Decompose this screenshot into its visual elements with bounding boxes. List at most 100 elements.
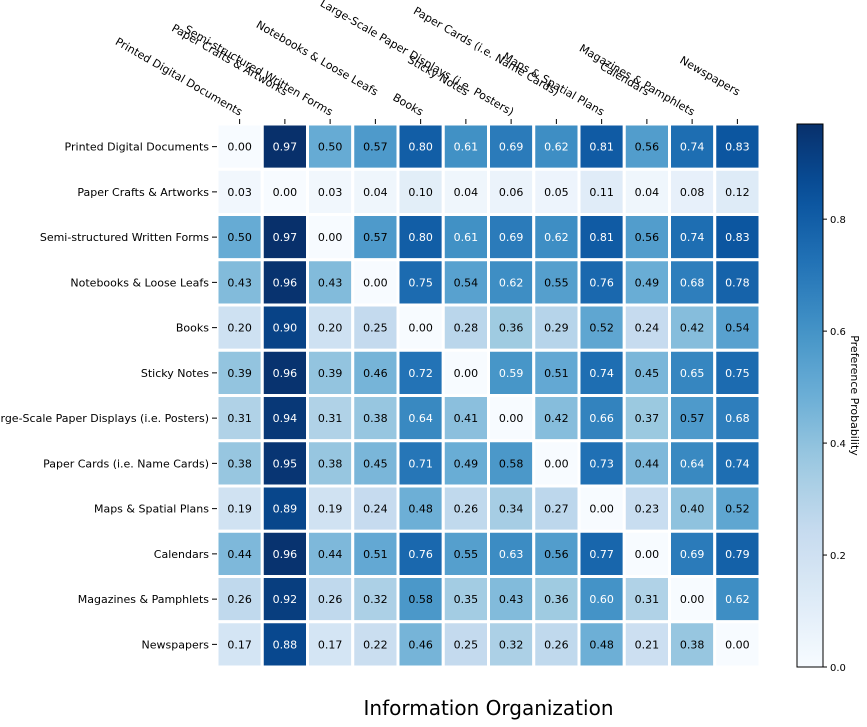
cell-value-label: 0.69 <box>499 141 524 154</box>
cell-value-label: 0.29 <box>544 322 569 335</box>
heatmap-cell <box>668 167 717 216</box>
row-label: Paper Crafts & Artworks <box>77 186 209 199</box>
cell-value-label: 0.61 <box>454 141 479 154</box>
heatmap-cell <box>441 303 490 352</box>
cell-value-label: 0.24 <box>635 322 660 335</box>
heatmap-cell <box>396 167 445 216</box>
cell-value-label: 0.04 <box>635 186 660 199</box>
cell-value-label: 0.36 <box>544 593 569 606</box>
cell-value-label: 0.21 <box>635 638 660 651</box>
row-label: Printed Digital Documents <box>65 141 210 154</box>
colorbar-tick-label: 0.8 <box>830 215 846 226</box>
heatmap-cell <box>713 258 762 307</box>
cell-value-label: 0.00 <box>408 322 433 335</box>
cell-value-label: 0.80 <box>408 231 433 244</box>
cell-value-label: 0.54 <box>725 322 750 335</box>
cell-value-label: 0.38 <box>227 457 252 470</box>
heatmap-cell <box>487 167 536 216</box>
colorbar-tick-label: 0.4 <box>830 439 846 450</box>
heatmap-cell <box>532 167 581 216</box>
cell-value-label: 0.79 <box>725 548 750 561</box>
cell-value-label: 0.37 <box>635 412 660 425</box>
cell-value-label: 0.35 <box>454 593 479 606</box>
cell-value-label: 0.66 <box>589 412 614 425</box>
colorbar: 0.0 0.2 0.4 0.6 0.8 Preference Probability <box>796 123 861 674</box>
heatmap-cell <box>351 439 400 488</box>
heatmap-cell <box>713 439 762 488</box>
cell-value-label: 0.26 <box>318 593 343 606</box>
heatmap-cell <box>441 348 490 397</box>
colorbar-label: Preference Probability <box>848 335 861 456</box>
heatmap-cell <box>713 620 762 669</box>
cell-value-label: 0.58 <box>408 593 433 606</box>
row-label: Sticky Notes <box>141 367 209 380</box>
heatmap-cell <box>713 529 762 578</box>
cell-value-label: 0.00 <box>318 231 343 244</box>
cell-value-label: 0.00 <box>635 548 660 561</box>
colorbar-tick-label: 0.2 <box>830 551 846 562</box>
heatmap-cell <box>260 484 309 533</box>
cell-value-label: 0.74 <box>680 141 705 154</box>
cell-value-label: 0.00 <box>589 503 614 516</box>
cell-value-label: 0.46 <box>408 638 433 651</box>
cell-value-label: 0.19 <box>318 503 343 516</box>
cell-value-label: 0.40 <box>680 503 705 516</box>
cell-value-label: 0.96 <box>273 276 298 289</box>
chart-title: Information Organization <box>363 696 614 720</box>
heatmap-cell <box>668 575 717 624</box>
heatmap-cell <box>622 394 671 443</box>
cell-value-label: 0.20 <box>318 322 343 335</box>
cell-value-label: 0.44 <box>635 457 660 470</box>
heatmap-cell <box>532 484 581 533</box>
cell-value-label: 0.00 <box>499 412 524 425</box>
heatmap-cell <box>260 575 309 624</box>
cell-value-label: 0.68 <box>680 276 705 289</box>
heatmap-cell <box>260 620 309 669</box>
heatmap-cell <box>351 348 400 397</box>
heatmap-cell <box>668 303 717 352</box>
cell-value-label: 0.77 <box>589 548 614 561</box>
cell-value-label: 0.19 <box>227 503 252 516</box>
cell-value-label: 0.39 <box>318 367 343 380</box>
cell-value-label: 0.06 <box>499 186 524 199</box>
cell-value-label: 0.12 <box>725 186 750 199</box>
heatmap-cell <box>713 167 762 216</box>
cell-value-label: 0.57 <box>363 141 388 154</box>
cell-value-label: 0.83 <box>725 141 750 154</box>
cell-value-label: 0.45 <box>635 367 660 380</box>
row-label: Calendars <box>154 548 209 561</box>
cell-value-label: 0.43 <box>318 276 343 289</box>
heatmap-cell <box>487 529 536 578</box>
cell-value-label: 0.78 <box>725 276 750 289</box>
heatmap-cell <box>532 122 581 171</box>
cell-value-label: 0.08 <box>680 186 705 199</box>
cell-value-label: 0.62 <box>499 276 524 289</box>
cell-value-label: 0.43 <box>227 276 252 289</box>
heatmap-cell <box>487 484 536 533</box>
row-label: Semi-structured Written Forms <box>40 231 209 244</box>
cell-value-label: 0.51 <box>363 548 388 561</box>
cell-value-label: 0.56 <box>635 231 660 244</box>
cell-value-label: 0.32 <box>499 638 524 651</box>
cell-value-label: 0.49 <box>635 276 660 289</box>
heatmap-cell <box>713 213 762 262</box>
cell-value-label: 0.56 <box>544 548 569 561</box>
cell-value-label: 0.44 <box>227 548 252 561</box>
heatmap-cell <box>577 394 626 443</box>
cell-value-label: 0.38 <box>318 457 343 470</box>
heatmap-cell <box>396 620 445 669</box>
heatmap-cell <box>532 529 581 578</box>
heatmap-cell <box>532 348 581 397</box>
heatmap-cell <box>713 348 762 397</box>
cell-value-label: 0.26 <box>227 593 252 606</box>
cell-value-label: 0.31 <box>227 412 252 425</box>
cell-value-label: 0.96 <box>273 548 298 561</box>
colorbar-tick-label: 0.6 <box>830 327 846 338</box>
cell-value-label: 0.57 <box>363 231 388 244</box>
cell-value-label: 0.71 <box>408 457 433 470</box>
cell-value-label: 0.42 <box>680 322 705 335</box>
cell-value-label: 0.95 <box>273 457 298 470</box>
cell-value-label: 0.55 <box>454 548 479 561</box>
row-label: Notebooks & Loose Leafs <box>70 276 209 289</box>
cell-value-label: 0.92 <box>273 593 298 606</box>
